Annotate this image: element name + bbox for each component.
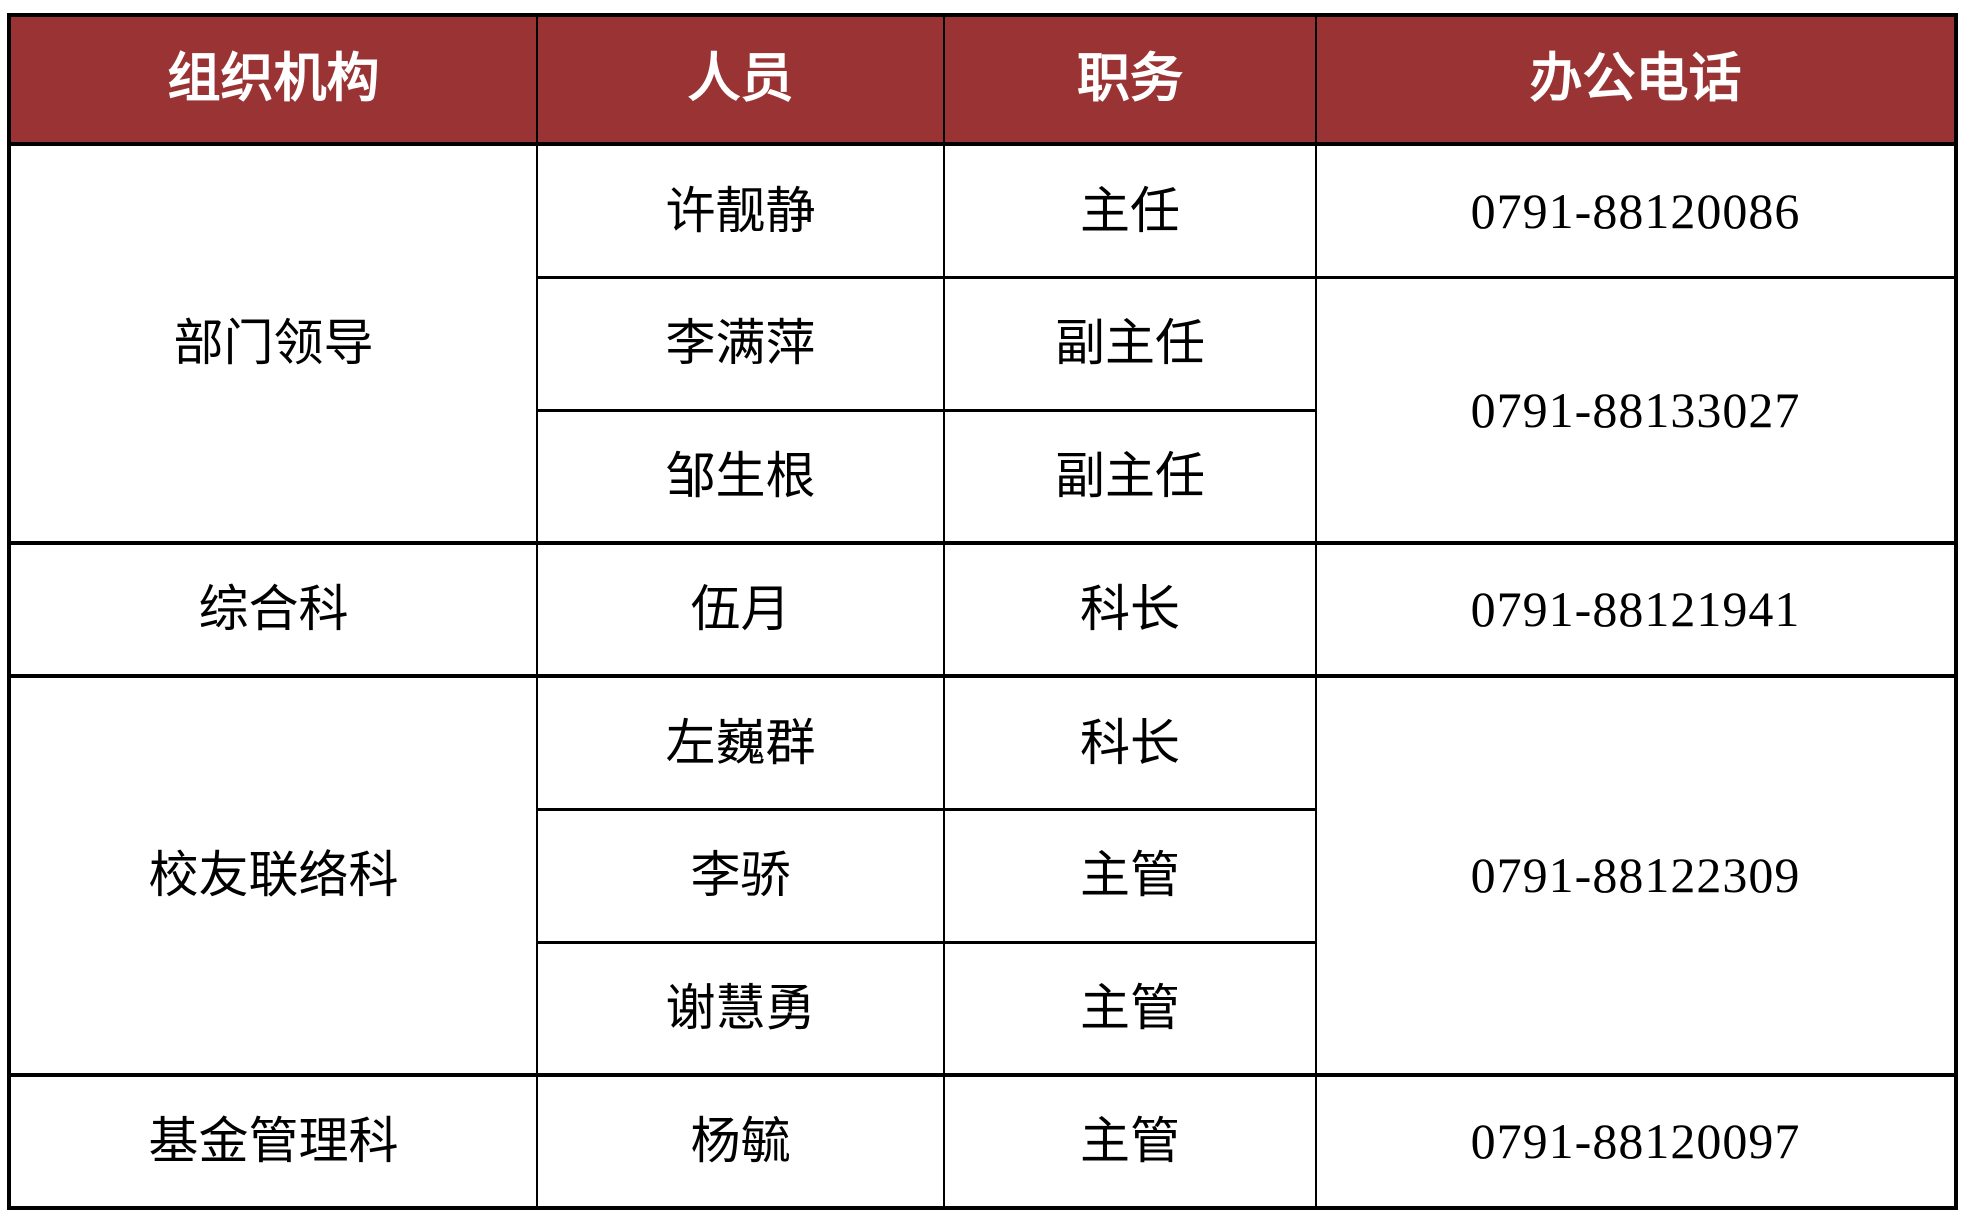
header-position: 职务	[943, 13, 1317, 146]
phone-cell: 0791-88120097	[1315, 1073, 1957, 1210]
name-cell: 李满萍	[536, 275, 945, 412]
phone-cell: 0791-88120086	[1315, 142, 1957, 279]
name-cell: 伍月	[536, 541, 945, 678]
table-row: 基金管理科 杨毓 主管 0791-88120097	[8, 1073, 1957, 1210]
header-office-phone: 办公电话	[1315, 13, 1957, 146]
name-cell: 杨毓	[536, 1073, 945, 1210]
name-cell: 许靓静	[536, 142, 945, 279]
org-cell: 综合科	[8, 541, 538, 678]
title-cell: 主任	[943, 142, 1317, 279]
table-row: 综合科 伍月 科长 0791-88121941	[8, 541, 1957, 678]
phone-cell: 0791-88122309	[1315, 674, 1957, 1077]
table-row: 李满萍 副主任 0791-88133027	[9, 275, 1957, 545]
table-row: 李骄 主管	[9, 807, 1956, 944]
contact-table: 组织机构 人员 职务 办公电话 部门领导 许靓静 主任 0791-8812008…	[7, 13, 1958, 1210]
title-cell: 主管	[943, 940, 1317, 1077]
table-row: 谢慧勇 主管	[9, 940, 1956, 1077]
phone-cell: 0791-88133027	[1315, 275, 1957, 545]
org-cell: 基金管理科	[8, 1073, 538, 1210]
header-organization: 组织机构	[8, 13, 538, 146]
name-cell: 左巍群	[536, 674, 945, 811]
name-cell: 邹生根	[536, 408, 945, 545]
table-row: 校友联络科 左巍群 科长 0791-88122309	[8, 674, 1957, 1077]
title-cell: 主管	[943, 1073, 1317, 1210]
name-cell: 李骄	[536, 807, 945, 944]
name-cell: 谢慧勇	[536, 940, 945, 1077]
table-row: 部门领导 许靓静 主任 0791-88120086	[8, 142, 1957, 545]
title-cell: 科长	[943, 541, 1317, 678]
header-row: 组织机构 人员 职务 办公电话	[8, 13, 1957, 146]
org-cell: 校友联络科	[8, 674, 538, 1077]
title-cell: 副主任	[943, 408, 1317, 545]
title-cell: 副主任	[943, 275, 1317, 412]
phone-cell: 0791-88121941	[1315, 541, 1957, 678]
org-cell: 部门领导	[8, 142, 538, 545]
header-personnel: 人员	[536, 13, 945, 146]
title-cell: 主管	[943, 807, 1317, 944]
title-cell: 科长	[943, 674, 1317, 811]
table-row: 邹生根 副主任	[9, 408, 1956, 545]
